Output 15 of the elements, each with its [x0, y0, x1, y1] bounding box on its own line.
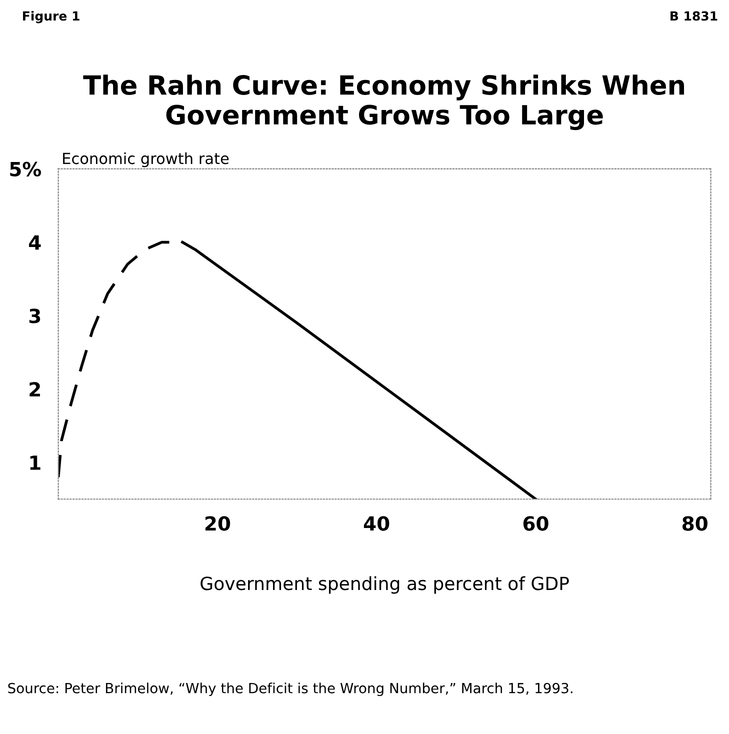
y-tick-label: 1: [30, 456, 40, 470]
y-tick-label: 5%: [10, 162, 42, 176]
chart-title: The Rahn Curve: Economy Shrinks When Government Grows Too Large: [83, 74, 684, 130]
text: B 1831: [670, 11, 718, 21]
x-tick-label: 40: [364, 516, 390, 531]
x-axis-title: Government spending as percent of GDP: [200, 576, 569, 594]
x-tick-label: 20: [205, 516, 230, 531]
x-tick-label: 80: [682, 516, 708, 531]
x-tick-label: 60: [523, 516, 548, 531]
y-tick-label: 4: [29, 235, 41, 250]
caption: Figure 1: [23, 11, 80, 24]
source-note: Source: Peter Brimelow, “Why the Deficit is the Wrong Number,” March 15, 1993.: [8, 682, 572, 696]
y-tick-label: 2: [30, 382, 40, 396]
y-tick-label: 3: [29, 308, 40, 324]
y-axis-title: Economic growth rate: [63, 152, 229, 168]
